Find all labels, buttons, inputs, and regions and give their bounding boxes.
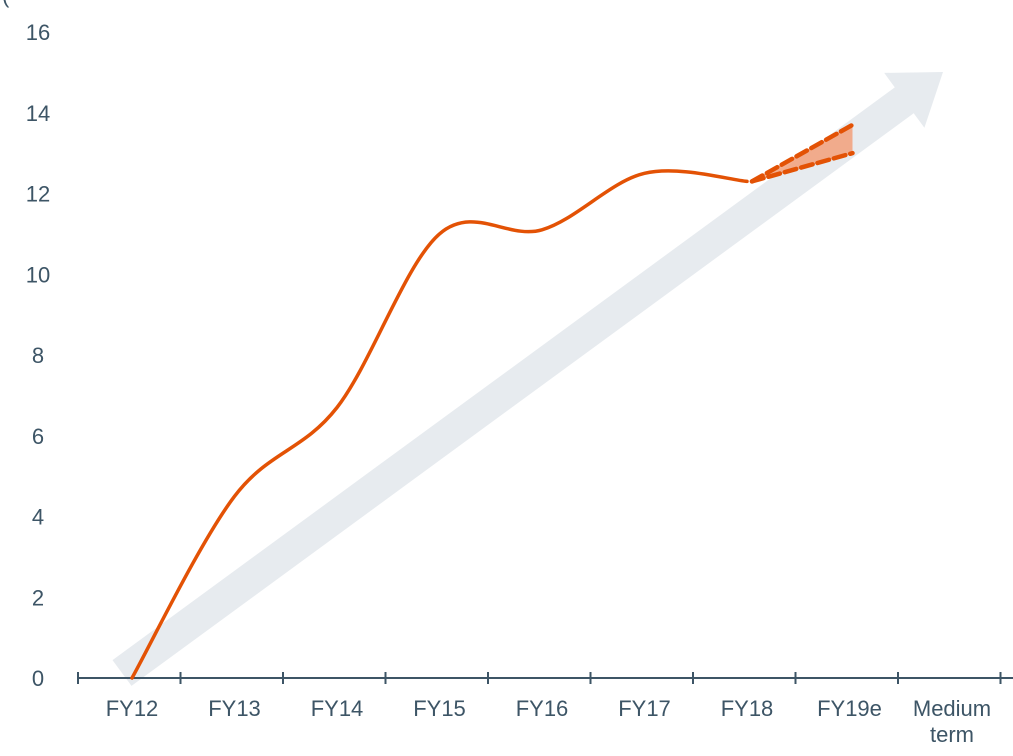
estimate-low-line — [749, 150, 855, 184]
axis-layer — [77, 672, 1013, 684]
y-tick-label: 4 — [32, 505, 44, 530]
label-layer: 0 2 4 6 8 10 12 14 16 ( FY12 FY13 FY14 FY15 FY16 FY17 FY… — [2, 0, 991, 747]
y-tick-label: 14 — [26, 101, 50, 126]
x-tick-label: FY18 — [721, 696, 774, 721]
y-tick-label: 8 — [32, 343, 44, 368]
x-tick-label: FY12 — [106, 696, 159, 721]
y-tick-label: 16 — [26, 20, 50, 45]
x-tick-label: FY14 — [311, 696, 364, 721]
y-tick-label: 10 — [26, 262, 50, 287]
trend-arrow-layer — [112, 72, 943, 686]
y-tick-label: 6 — [32, 424, 44, 449]
y-tick-label: 12 — [26, 182, 50, 207]
estimate-high-line — [749, 122, 855, 184]
trend-arrow — [112, 72, 943, 686]
x-tick-label: FY13 — [208, 696, 261, 721]
x-tick-label: FY16 — [516, 696, 569, 721]
series-line — [130, 169, 749, 680]
y-tick-label: 0 — [32, 666, 44, 691]
x-tick-label: FY15 — [413, 696, 466, 721]
x-tick-label: FY17 — [618, 696, 671, 721]
y-unit-label: ( — [2, 0, 10, 8]
x-tick-label: Medium term — [913, 696, 991, 747]
y-tick-label: 2 — [32, 585, 44, 610]
series-layer — [130, 122, 855, 680]
x-tick-label: FY19e — [817, 696, 882, 721]
